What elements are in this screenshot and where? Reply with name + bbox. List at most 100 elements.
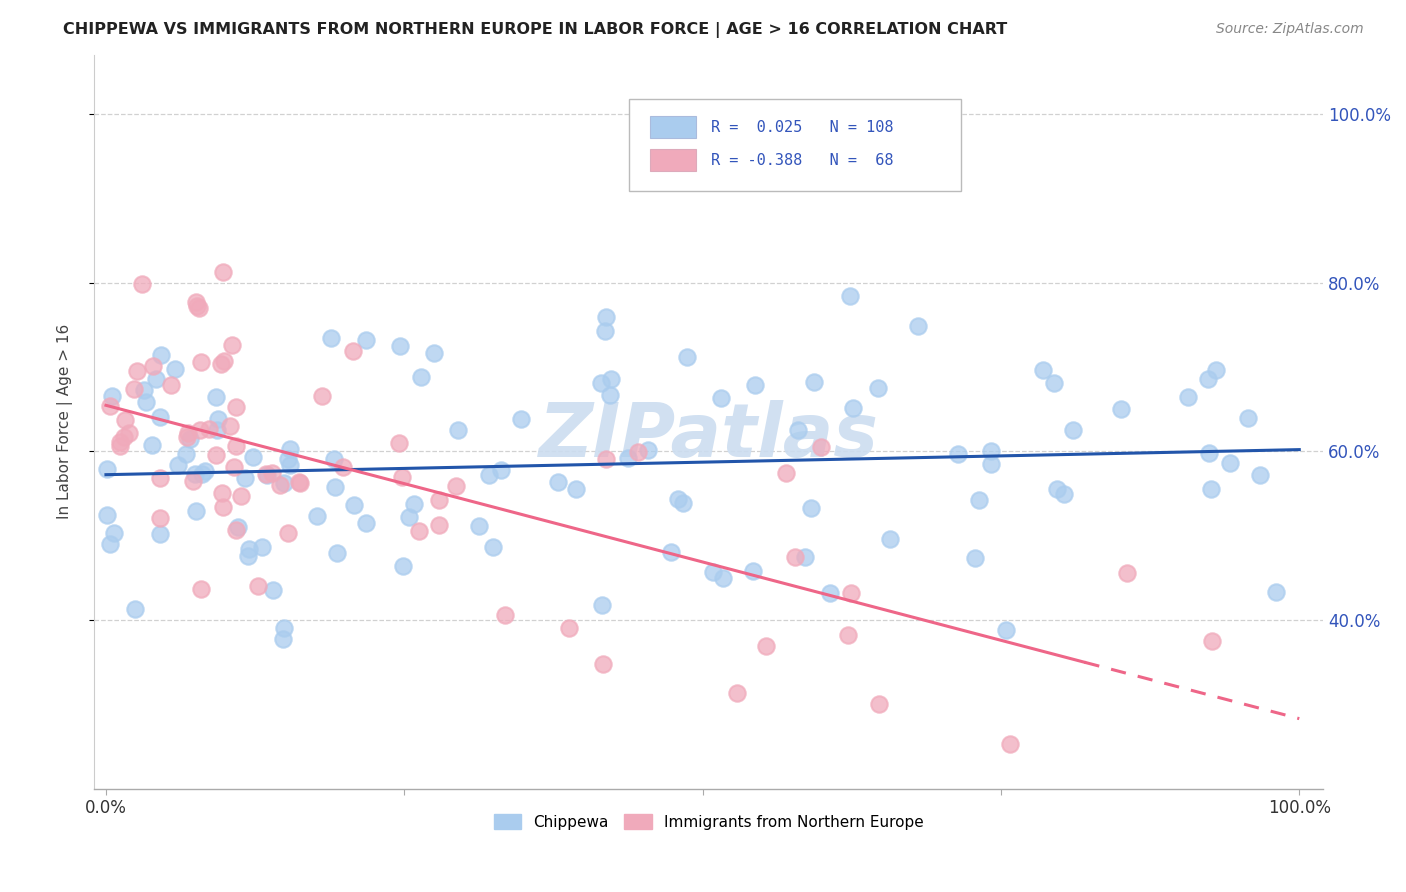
Point xyxy=(482,540,505,554)
Text: ZIPatlas: ZIPatlas xyxy=(538,400,879,473)
Point xyxy=(246,579,269,593)
Point xyxy=(1199,482,1222,496)
Point xyxy=(221,337,243,351)
Point xyxy=(810,440,832,454)
Point xyxy=(326,546,349,560)
Point xyxy=(231,489,253,503)
Point xyxy=(256,468,278,483)
Point xyxy=(321,331,343,345)
Point xyxy=(290,476,312,491)
FancyBboxPatch shape xyxy=(628,99,960,191)
Point xyxy=(408,524,430,538)
Point xyxy=(194,464,217,478)
Point xyxy=(558,621,581,635)
Point xyxy=(96,508,118,522)
Point xyxy=(238,542,260,557)
Point xyxy=(1201,634,1223,648)
Point xyxy=(907,318,929,333)
Point xyxy=(183,467,205,482)
Point xyxy=(998,737,1021,751)
Point xyxy=(392,559,415,574)
Point xyxy=(711,571,734,585)
Point xyxy=(868,697,890,711)
Point xyxy=(841,586,863,600)
Point xyxy=(388,436,411,450)
Point xyxy=(141,438,163,452)
Point xyxy=(311,388,333,402)
Point xyxy=(616,451,638,466)
Point xyxy=(222,459,245,474)
Bar xyxy=(650,116,696,138)
Point xyxy=(278,458,301,473)
Point xyxy=(211,500,233,515)
Point xyxy=(564,482,586,496)
Point xyxy=(1198,446,1220,460)
Text: CHIPPEWA VS IMMIGRANTS FROM NORTHERN EUROPE IN LABOR FORCE | AGE > 16 CORRELATIO: CHIPPEWA VS IMMIGRANTS FROM NORTHERN EUR… xyxy=(63,22,1008,38)
Point xyxy=(1053,487,1076,501)
Point xyxy=(190,582,212,596)
Point xyxy=(186,295,208,310)
Point xyxy=(142,359,165,373)
Point xyxy=(188,301,211,315)
Point xyxy=(666,491,689,506)
Point xyxy=(627,444,650,458)
Point xyxy=(277,525,299,540)
Point xyxy=(211,265,233,279)
Point xyxy=(793,549,815,564)
Point xyxy=(427,492,450,507)
Point xyxy=(198,422,221,436)
Point xyxy=(114,413,136,427)
Point xyxy=(710,391,733,405)
Point xyxy=(411,370,433,384)
Point xyxy=(149,511,172,525)
Point xyxy=(212,354,235,368)
Point xyxy=(803,375,825,389)
Point xyxy=(1197,372,1219,386)
Point xyxy=(135,395,157,409)
Y-axis label: In Labor Force | Age > 16: In Labor Force | Age > 16 xyxy=(58,324,73,519)
Point xyxy=(427,518,450,533)
Point xyxy=(207,423,229,437)
Point xyxy=(118,425,141,440)
Point xyxy=(288,475,311,490)
Point xyxy=(219,419,242,434)
Point xyxy=(177,425,200,440)
Point xyxy=(1109,402,1132,417)
Point xyxy=(163,361,186,376)
Point xyxy=(775,466,797,480)
Point xyxy=(1264,584,1286,599)
Point xyxy=(1046,482,1069,496)
Point xyxy=(1219,456,1241,470)
Point xyxy=(277,451,299,466)
Legend: Chippewa, Immigrants from Northern Europe: Chippewa, Immigrants from Northern Europ… xyxy=(488,807,929,836)
Point xyxy=(866,381,889,395)
Point xyxy=(254,467,277,482)
Point xyxy=(108,439,131,453)
Point xyxy=(236,549,259,563)
Point xyxy=(262,467,284,481)
Point xyxy=(125,364,148,378)
Point xyxy=(179,432,201,446)
Point xyxy=(207,412,229,426)
Point xyxy=(510,412,533,426)
Point xyxy=(145,372,167,386)
Point xyxy=(211,485,233,500)
Point xyxy=(242,450,264,465)
Point xyxy=(837,628,859,642)
Text: Source: ZipAtlas.com: Source: ZipAtlas.com xyxy=(1216,22,1364,37)
Point xyxy=(110,435,132,450)
Point xyxy=(354,334,377,348)
Point xyxy=(702,565,724,579)
Point xyxy=(994,624,1017,638)
Point xyxy=(273,621,295,635)
Point xyxy=(755,639,778,653)
Point xyxy=(402,497,425,511)
Point xyxy=(879,532,901,546)
Point xyxy=(599,387,621,401)
Point xyxy=(447,423,470,437)
Point xyxy=(599,372,621,386)
Point xyxy=(1062,423,1084,437)
Point xyxy=(967,493,990,508)
Point xyxy=(131,277,153,292)
Point xyxy=(1205,363,1227,377)
